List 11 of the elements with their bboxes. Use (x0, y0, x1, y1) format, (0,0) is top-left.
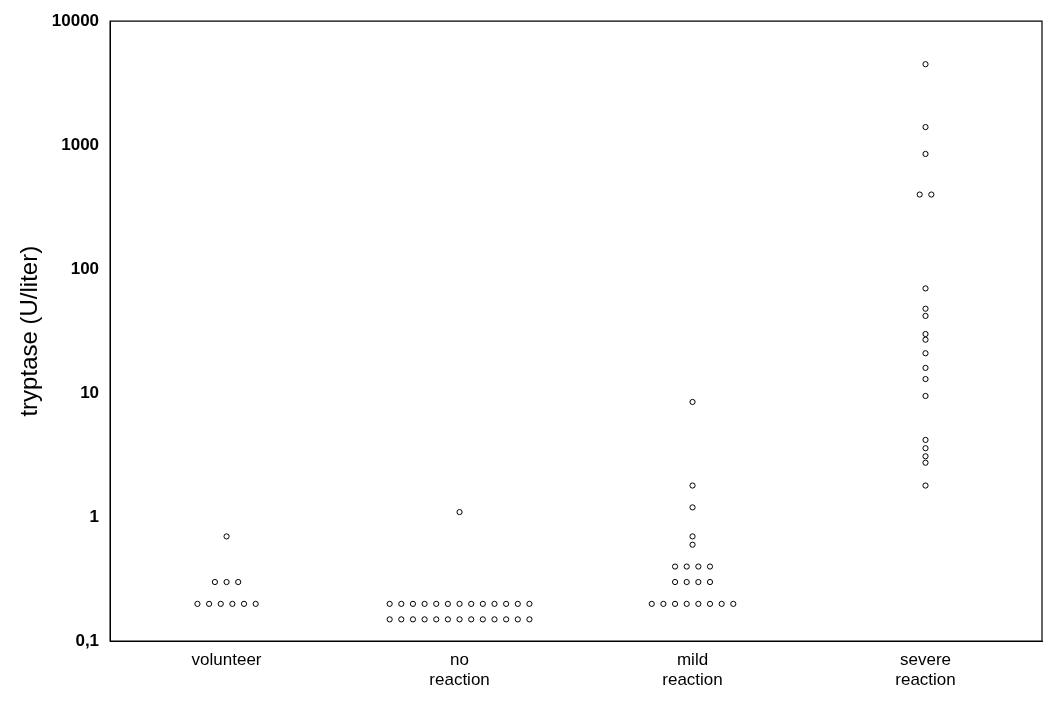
y-tick-label: 100 (70, 258, 100, 278)
y-tick-label: 10000 (51, 10, 100, 30)
x-tick-label: mild reaction (662, 650, 723, 690)
y-tick-label: 0,1 (75, 630, 100, 650)
x-tick-label: severe reaction (895, 650, 956, 690)
x-tick-label: volunteer (191, 650, 262, 670)
x-tick-label: no reaction (429, 650, 490, 690)
y-axis-title: tryptase (U/liter) (15, 245, 43, 417)
y-tick-label: 10 (80, 382, 100, 402)
y-tick-label: 1 (89, 506, 100, 526)
y-tick-label: 1000 (61, 134, 100, 154)
